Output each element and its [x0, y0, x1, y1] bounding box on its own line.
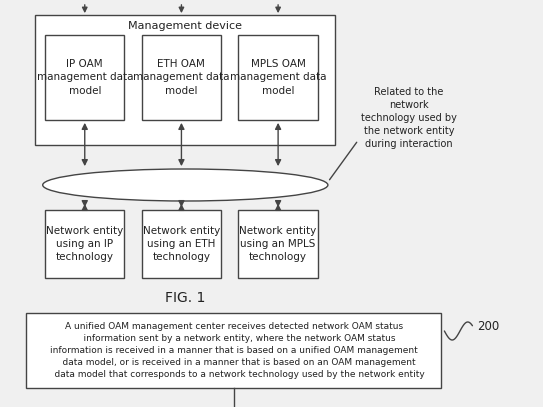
Bar — [35, 15, 335, 145]
Text: A unified OAM management center receives detected network OAM status
    informa: A unified OAM management center receives… — [43, 322, 425, 379]
Bar — [142, 35, 221, 120]
Bar — [45, 35, 124, 120]
Text: ETH OAM
management data
model: ETH OAM management data model — [133, 59, 230, 96]
Text: FIG. 1: FIG. 1 — [165, 291, 205, 305]
Text: MPLS OAM
management data
model: MPLS OAM management data model — [230, 59, 326, 96]
Bar — [238, 210, 318, 278]
Bar — [45, 210, 124, 278]
Ellipse shape — [43, 169, 328, 201]
Text: Network entity
using an ETH
technology: Network entity using an ETH technology — [143, 226, 220, 262]
Text: Management device: Management device — [128, 21, 242, 31]
Text: IP OAM
management data
model: IP OAM management data model — [36, 59, 133, 96]
Bar — [142, 210, 221, 278]
Text: Related to the
network
technology used by
the network entity
during interaction: Related to the network technology used b… — [361, 87, 457, 149]
Bar — [26, 313, 441, 388]
Text: 200: 200 — [477, 320, 500, 333]
Text: Network entity
using an MPLS
technology: Network entity using an MPLS technology — [239, 226, 317, 262]
Text: Network entity
using an IP
technology: Network entity using an IP technology — [46, 226, 123, 262]
Bar — [238, 35, 318, 120]
